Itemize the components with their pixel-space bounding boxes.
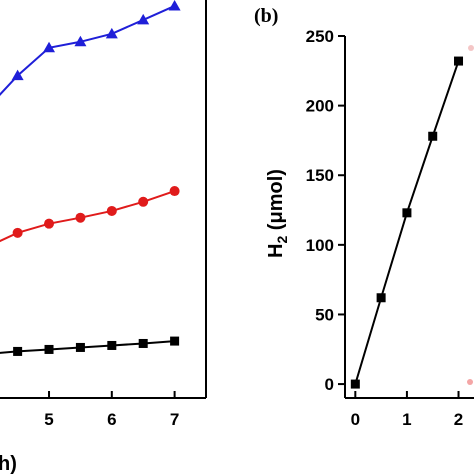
panel-a-series-0-point-6 [168, 0, 181, 11]
panel-b-y-tick-label: 200 [306, 97, 334, 116]
panel-a-series-0-point-1 [11, 69, 24, 81]
panel-b-partial-marker [467, 379, 473, 385]
panel-a-x-tick-label: 5 [44, 410, 53, 429]
panel-a-series-2-point-4 [107, 340, 117, 350]
panel-a-series-layer [0, 0, 181, 356]
panel-b-x-tick-label: 2 [454, 410, 463, 429]
panel-b-series-0-point-3 [428, 131, 438, 141]
panel-b-label: (b) [254, 5, 278, 27]
panel-a-ticks-layer: 5 6 7 [44, 391, 179, 429]
panel-b-y-axis-title-subscript: 2 [274, 236, 290, 244]
panel-b-series-layer [350, 56, 464, 389]
panel-a-series-2-point-2 [44, 344, 54, 354]
panel-b-y-tick-label: 100 [306, 236, 334, 255]
panel-b-y-tick-label: 250 [306, 27, 334, 46]
panel-a-series-1-point-3 [75, 212, 86, 223]
panel-a-series-0-point-4 [105, 27, 118, 39]
panel-a-series-0-point-3 [74, 35, 87, 47]
panel-a-series-2-point-5 [138, 338, 148, 348]
panel-a-series-0-line [0, 5, 176, 96]
panel-a-series-1-point-4 [106, 205, 117, 216]
panel-a-series-1-point-6 [169, 186, 180, 197]
panel-a-x-tick-label: 6 [107, 410, 116, 429]
panel-b-y-axis-title: H2 (μmol) [265, 169, 290, 258]
panel-b-y-axis-title-unit: (μmol) [265, 169, 287, 236]
panel-b-y-tick-label: 0 [325, 375, 334, 394]
panel-a-series-2-line [0, 340, 175, 354]
panel-a-series-1-point-1 [12, 227, 23, 238]
panel-b-x-tick-label: 1 [402, 410, 411, 429]
panel-a-series-0-point-5 [137, 13, 150, 25]
panel-b-series-0-point-0 [350, 379, 360, 389]
panel-a-series-0-point-2 [43, 41, 56, 53]
panel-a-series-2-point-6 [170, 336, 180, 346]
panel-a-x-axis-title: h) [0, 453, 17, 474]
panel-b-x-tick-label: 0 [351, 410, 360, 429]
panel-b-series-0-line [354, 60, 460, 385]
panel-b-series-0-point-2 [402, 208, 412, 218]
panel-a-x-tick-label: 7 [170, 410, 179, 429]
panel-a-series-2-point-1 [13, 346, 23, 356]
panel-a-series-1-point-2 [44, 218, 55, 229]
panel-b-y-tick-label: 150 [306, 166, 334, 185]
panel-b-ticks-layer: 0 1 2 0 50 100 150 200 250 [306, 27, 464, 429]
panel-a-series-1-point-5 [138, 196, 149, 207]
panel-b-y-axis-title-main: H [265, 244, 287, 258]
panel-a: 5 6 7 h) [0, 0, 207, 474]
panel-a-series-1-line [0, 190, 175, 243]
panel-a-series-2-point-3 [75, 342, 85, 352]
panel-b-series-0-point-4 [454, 56, 464, 66]
panel-b-partial-marker [468, 45, 474, 51]
panel-b-series-0-point-1 [376, 293, 386, 303]
panel-b-y-tick-label: 50 [315, 305, 334, 324]
